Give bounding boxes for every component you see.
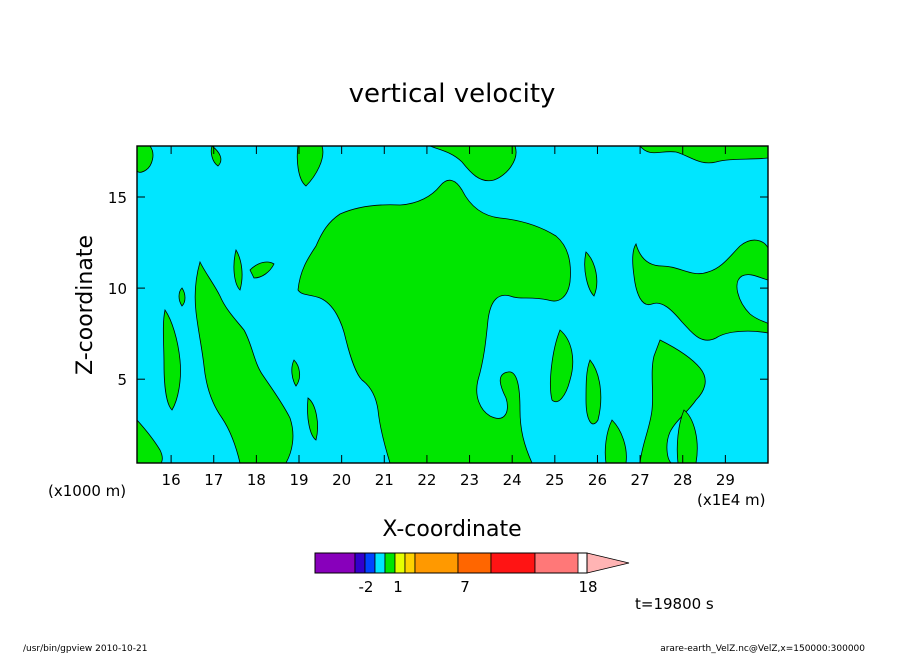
y-tick-label: 10 [108, 280, 127, 298]
contour-region-cell-6 [307, 397, 318, 441]
colorbar-cells [314, 552, 579, 574]
x-tick-label: 28 [673, 471, 692, 489]
x-axis-label: X-coordinate [382, 517, 521, 542]
contour-region-top [429, 146, 517, 182]
x-tick-label: 18 [247, 471, 266, 489]
x-tick-label: 20 [332, 471, 351, 489]
chart-title: vertical velocity [349, 79, 556, 109]
x-tick-label: 17 [204, 471, 223, 489]
y-axis-label: Z-coordinate [73, 235, 98, 375]
x-tick-label: 21 [375, 471, 394, 489]
contour-region-cell-9 [178, 287, 186, 307]
colorbar-labels: -2 1 7 18 [359, 578, 598, 596]
contour-region-left-blob-3 [233, 248, 243, 291]
colorbar-label: 1 [393, 578, 403, 596]
plot-frame [136, 145, 769, 464]
y-axis-scale-note: (x1000 m) [48, 482, 126, 500]
colorbar-cell [374, 552, 386, 574]
colorbar-frame [314, 552, 588, 574]
footer-left: /usr/bin/gpview 2010-10-21 [23, 644, 147, 654]
colorbar-cell [384, 552, 396, 574]
x-tick-label: 23 [460, 471, 479, 489]
contour-region-right-lower [639, 339, 706, 463]
y-axis-ticks: 5 10 15 [108, 189, 768, 389]
colorbar-cell [457, 552, 492, 574]
contour-region-left [194, 260, 294, 463]
x-axis-ticks: 16 17 18 19 20 21 22 23 24 25 26 27 28 29 [162, 146, 735, 489]
contour-regions [137, 146, 768, 463]
x-tick-label: 19 [289, 471, 308, 489]
colorbar-cell [414, 552, 459, 574]
colorbar-cell [314, 552, 356, 574]
colorbar-cell [354, 552, 366, 574]
colorbar-label: 18 [578, 578, 597, 596]
contour-region-cell-7 [291, 359, 300, 387]
y-tick-label: 15 [108, 189, 127, 207]
colorbar-arrow [586, 552, 630, 574]
x-tick-label: 22 [417, 471, 436, 489]
colorbar-label: -2 [359, 578, 374, 596]
time-label: t=19800 s [635, 595, 714, 613]
x-tick-label: 16 [162, 471, 181, 489]
y-tick-label: 5 [117, 371, 127, 389]
x-axis-scale-note: (x1E4 m) [697, 491, 766, 509]
x-tick-label: 24 [503, 471, 522, 489]
footer-right: arare-earth_VelZ.nc@VelZ,x=150000:300000 [660, 644, 865, 654]
contour-region-central [297, 179, 571, 463]
colorbar: -2 1 7 18 [314, 552, 630, 596]
colorbar-cell [534, 552, 579, 574]
contour-region-top-right [639, 146, 768, 164]
contour-region-cell-1 [584, 251, 598, 297]
plot-area: 16 17 18 19 20 21 22 23 24 25 26 27 28 29 5 10 15 [108, 145, 769, 489]
contour-region-cell-3 [585, 359, 602, 425]
contour-region-cell-5 [676, 409, 698, 463]
colorbar-cell [394, 552, 406, 574]
contour-region-left-blob-2 [249, 261, 275, 279]
x-tick-label: 29 [716, 471, 735, 489]
x-tick-label: 27 [631, 471, 650, 489]
contour-region-left-blob-1 [162, 309, 181, 411]
x-tick-label: 25 [545, 471, 564, 489]
colorbar-cell [364, 552, 376, 574]
colorbar-cell [490, 552, 536, 574]
contour-region-right [632, 239, 768, 341]
colorbar-cell [404, 552, 416, 574]
contour-region-cell-2 [550, 329, 574, 403]
contour-region-cell-4 [604, 419, 627, 463]
contour-region-top-mid [296, 146, 324, 187]
colorbar-label: 7 [460, 578, 470, 596]
x-tick-label: 26 [588, 471, 607, 489]
